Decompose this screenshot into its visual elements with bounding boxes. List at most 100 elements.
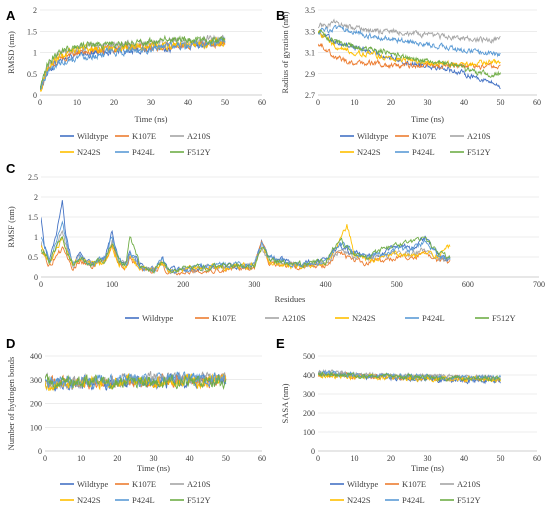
y-tick-label: 0 <box>34 273 38 282</box>
series-line-f512y <box>318 371 501 383</box>
x-tick-label: 40 <box>184 98 192 107</box>
series-line-k107e <box>318 42 501 71</box>
legend-label: N242S <box>347 495 371 505</box>
legend-label: F512Y <box>187 495 211 505</box>
x-tick-label: 0 <box>38 98 42 107</box>
x-tick-label: 400 <box>320 280 332 289</box>
x-tick-label: 10 <box>77 454 85 463</box>
panel-letter: A <box>6 8 16 23</box>
legend: Wildtype K107E A210S N242S P424L F512Y <box>340 131 491 157</box>
legend: Wildtype K107E A210S N242S P424L F512Y <box>125 313 516 323</box>
legend: Wildtype K107E A210S N242S P424L F512Y <box>330 479 481 505</box>
x-tick-label: 50 <box>222 454 230 463</box>
legend-label: Wildtype <box>142 313 174 323</box>
legend-label: F512Y <box>467 147 491 157</box>
y-tick-label: 100 <box>303 428 315 437</box>
legend-label: K107E <box>212 313 236 323</box>
x-tick-label: 50 <box>497 98 505 107</box>
x-tick-label: 700 <box>533 280 545 289</box>
legend-label: N242S <box>77 495 101 505</box>
x-tick-label: 30 <box>150 454 158 463</box>
y-axis-title: Radius of gyration (nm) <box>280 11 290 93</box>
series-line-n242s <box>40 36 226 92</box>
y-tick-label: 0.5 <box>27 70 37 79</box>
x-tick-label: 60 <box>533 98 541 107</box>
legend-label: P424L <box>412 147 435 157</box>
y-tick-label: 2.9 <box>305 70 315 79</box>
x-axis-title: Time (ns) <box>411 463 444 473</box>
y-tick-label: 3.5 <box>305 6 315 15</box>
series-line-n242s <box>318 30 501 69</box>
x-tick-label: 100 <box>106 280 118 289</box>
x-tick-label: 0 <box>316 98 320 107</box>
y-tick-label: 1 <box>34 233 38 242</box>
legend-label: A210S <box>187 131 211 141</box>
series-line-p424l <box>318 24 501 58</box>
legend-label: Wildtype <box>347 479 379 489</box>
x-tick-label: 30 <box>424 98 432 107</box>
y-tick-label: 400 <box>303 371 315 380</box>
x-axis-title: Time (ns) <box>135 114 168 124</box>
y-tick-label: 2.5 <box>28 173 38 182</box>
legend-label: A210S <box>457 479 481 489</box>
x-tick-label: 0 <box>43 454 47 463</box>
y-tick-label: 300 <box>303 390 315 399</box>
y-tick-label: 500 <box>303 352 315 361</box>
panel-letter: B <box>276 8 285 23</box>
legend-label: P424L <box>402 495 425 505</box>
x-tick-label: 40 <box>460 98 468 107</box>
y-axis-title: RMSD (nm) <box>6 31 16 74</box>
x-tick-label: 10 <box>351 98 359 107</box>
series-line-p424l <box>40 36 226 91</box>
x-tick-label: 20 <box>387 454 395 463</box>
series-line-k107e <box>41 239 451 276</box>
x-tick-label: 200 <box>177 280 189 289</box>
legend-label: P424L <box>422 313 445 323</box>
legend-label: F512Y <box>492 313 516 323</box>
legend-label: K107E <box>132 479 156 489</box>
x-tick-label: 50 <box>497 454 505 463</box>
legend-label: Wildtype <box>77 131 109 141</box>
legend: Wildtype K107E A210S N242S P424L F512Y <box>60 131 211 157</box>
legend-label: F512Y <box>457 495 481 505</box>
x-tick-label: 600 <box>462 280 474 289</box>
x-tick-label: 500 <box>391 280 403 289</box>
series-line-n242s <box>318 371 501 384</box>
y-tick-label: 0.5 <box>28 253 38 262</box>
legend-label: A210S <box>282 313 306 323</box>
y-tick-label: 2 <box>34 193 38 202</box>
x-tick-label: 50 <box>221 98 229 107</box>
legend-label: A210S <box>187 479 211 489</box>
legend-label: N242S <box>352 313 376 323</box>
y-axis-title: Number of hydrogen bonds <box>6 357 16 451</box>
x-tick-label: 40 <box>186 454 194 463</box>
y-tick-label: 300 <box>30 376 42 385</box>
y-tick-label: 3.3 <box>305 27 315 36</box>
x-tick-label: 20 <box>113 454 121 463</box>
legend-label: F512Y <box>187 147 211 157</box>
x-tick-label: 30 <box>147 98 155 107</box>
legend-label: K107E <box>412 131 436 141</box>
series-line-f512y <box>41 236 451 275</box>
panel-letter: D <box>6 336 15 351</box>
y-axis-title: RMSF (nm) <box>6 206 16 247</box>
legend-label: A210S <box>467 131 491 141</box>
legend-label: Wildtype <box>357 131 389 141</box>
y-tick-label: 0 <box>311 447 315 456</box>
panel-letter: C <box>6 161 16 176</box>
y-tick-label: 1.5 <box>28 213 38 222</box>
legend-label: N242S <box>77 147 101 157</box>
panel-e: E 0 100 200 300 400 500 0 10 20 30 40 50 60 Time (ns) S… <box>276 336 541 505</box>
x-tick-label: 60 <box>258 98 266 107</box>
legend: Wildtype K107E A210S N242S P424L F512Y <box>60 479 211 505</box>
legend-label: N242S <box>357 147 381 157</box>
panel-b: B 2.7 2.9 3.1 3.3 3.5 0 10 20 30 40 50 60 Time (ns) Ra… <box>276 6 541 157</box>
y-tick-label: 200 <box>303 409 315 418</box>
panel-c: C 0 0.5 1 1.5 2 2.5 0 100 200 300 400 500 600 700 Resid… <box>6 161 545 323</box>
x-tick-label: 0 <box>316 454 320 463</box>
y-tick-label: 400 <box>30 352 42 361</box>
x-tick-label: 30 <box>424 454 432 463</box>
x-tick-label: 60 <box>258 454 266 463</box>
